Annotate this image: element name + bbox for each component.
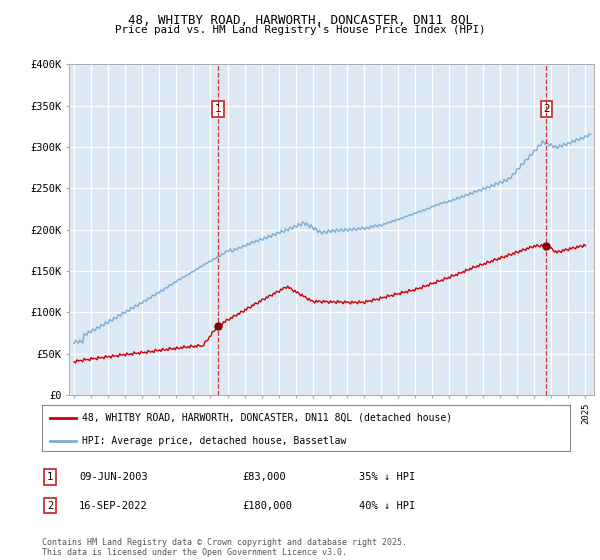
Text: 48, WHITBY ROAD, HARWORTH, DONCASTER, DN11 8QL: 48, WHITBY ROAD, HARWORTH, DONCASTER, DN… [128,14,473,27]
Text: HPI: Average price, detached house, Bassetlaw: HPI: Average price, detached house, Bass… [82,436,346,446]
Text: £180,000: £180,000 [242,501,293,511]
Text: 35% ↓ HPI: 35% ↓ HPI [359,472,415,482]
Text: Contains HM Land Registry data © Crown copyright and database right 2025.
This d: Contains HM Land Registry data © Crown c… [42,538,407,557]
Text: 2: 2 [47,501,53,511]
Text: 40% ↓ HPI: 40% ↓ HPI [359,501,415,511]
Text: 09-JUN-2003: 09-JUN-2003 [79,472,148,482]
Text: 1: 1 [47,472,53,482]
Text: Price paid vs. HM Land Registry's House Price Index (HPI): Price paid vs. HM Land Registry's House … [115,25,485,35]
Text: 48, WHITBY ROAD, HARWORTH, DONCASTER, DN11 8QL (detached house): 48, WHITBY ROAD, HARWORTH, DONCASTER, DN… [82,413,452,423]
Text: 16-SEP-2022: 16-SEP-2022 [79,501,148,511]
Text: £83,000: £83,000 [242,472,286,482]
Text: 2: 2 [543,104,550,114]
Text: 1: 1 [215,104,221,114]
